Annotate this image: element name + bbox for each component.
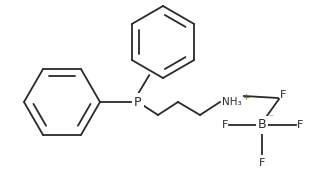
- Text: F: F: [280, 90, 286, 100]
- Text: NH₃: NH₃: [222, 97, 242, 107]
- Text: F: F: [259, 158, 265, 168]
- Text: ⁻: ⁻: [268, 114, 273, 122]
- Text: P: P: [134, 95, 142, 108]
- Text: +: +: [242, 92, 249, 101]
- Text: F: F: [297, 120, 303, 130]
- Text: B: B: [258, 119, 266, 132]
- Text: F: F: [222, 120, 228, 130]
